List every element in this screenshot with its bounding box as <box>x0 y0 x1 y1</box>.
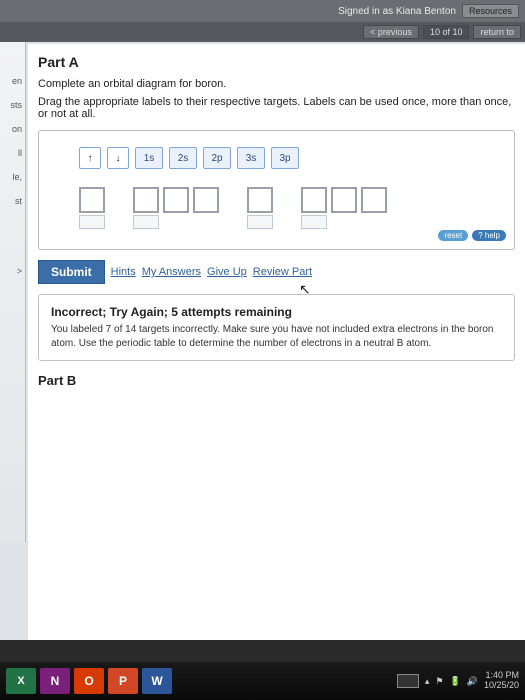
submit-button[interactable]: Submit <box>38 260 105 284</box>
label-2p[interactable]: 2p <box>203 147 231 169</box>
workarea-controls: reset ? help <box>438 230 506 241</box>
previous-button[interactable]: < previous <box>363 25 419 39</box>
orbital-sublabel-target[interactable] <box>247 215 273 229</box>
my-answers-link[interactable]: My Answers <box>142 266 201 278</box>
orbital-target[interactable] <box>193 187 219 213</box>
feedback-box: Incorrect; Try Again; 5 attempts remaini… <box>38 294 515 361</box>
crop-frag: sts <box>2 100 25 110</box>
label-3p[interactable]: 3p <box>271 147 299 169</box>
clock[interactable]: 1:40 PM 10/25/20 <box>484 671 519 691</box>
header-top: Signed in as Kiana Benton Resources <box>0 0 525 22</box>
orbital-sublabel-target[interactable] <box>79 215 105 229</box>
clock-date: 10/25/20 <box>484 681 519 691</box>
orbital-target[interactable] <box>133 187 159 213</box>
orbital-sublabel-target[interactable] <box>301 215 327 229</box>
part-a-title: Part A <box>38 54 515 70</box>
taskbar-onenote-icon[interactable]: N <box>40 668 70 694</box>
header-nav: < previous 10 of 10 return to <box>0 22 525 42</box>
crop-frag: on <box>2 124 25 134</box>
orbital-target[interactable] <box>79 187 105 213</box>
taskbar-powerpoint-icon[interactable]: P <box>108 668 138 694</box>
taskbar: X N O P W ▴ ⚑ 🔋 🔊 1:40 PM 10/25/20 <box>0 662 525 700</box>
label-2s[interactable]: 2s <box>169 147 197 169</box>
help-button[interactable]: ? help <box>472 230 506 241</box>
left-cropped-panel: en sts on ll le, st > <box>0 42 26 542</box>
label-3s[interactable]: 3s <box>237 147 265 169</box>
reset-button[interactable]: reset <box>438 230 468 241</box>
orbital-sublabel-target[interactable] <box>133 215 159 229</box>
orbital-target[interactable] <box>361 187 387 213</box>
orbital-target[interactable] <box>301 187 327 213</box>
label-up-arrow[interactable]: ↑ <box>79 147 101 169</box>
crop-frag: le, <box>2 172 25 182</box>
tray-chevron-icon[interactable]: ▴ <box>425 676 430 687</box>
orbital-diagram: ↖ <box>79 187 504 229</box>
signed-in-text: Signed in as Kiana Benton <box>338 6 456 17</box>
crop-frag: > <box>2 266 25 276</box>
taskbar-word-icon[interactable]: W <box>142 668 172 694</box>
label-down-arrow[interactable]: ↓ <box>107 147 129 169</box>
system-tray: ▴ ⚑ 🔋 🔊 1:40 PM 10/25/20 <box>397 671 519 691</box>
crop-frag: ll <box>2 148 25 158</box>
feedback-text: You labeled 7 of 14 targets incorrectly.… <box>51 323 502 350</box>
resources-button[interactable]: Resources <box>462 4 519 18</box>
give-up-link[interactable]: Give Up <box>207 266 247 278</box>
instruction-2: Drag the appropriate labels to their res… <box>38 96 515 120</box>
taskbar-excel-icon[interactable]: X <box>6 668 36 694</box>
crop-frag: en <box>2 76 25 86</box>
hints-link[interactable]: Hints <box>111 266 136 278</box>
review-part-link[interactable]: Review Part <box>253 266 312 278</box>
tray-volume-icon[interactable]: 🔊 <box>467 676 478 687</box>
orbital-target[interactable] <box>247 187 273 213</box>
part-b-title: Part B <box>38 373 515 388</box>
feedback-title: Incorrect; Try Again; 5 attempts remaini… <box>51 305 502 319</box>
action-row: Submit Hints My Answers Give Up Review P… <box>38 260 515 284</box>
taskbar-outlook-icon[interactable]: O <box>74 668 104 694</box>
label-palette: ↑ ↓ 1s 2s 2p 3s 3p <box>79 147 504 169</box>
work-area: ↑ ↓ 1s 2s 2p 3s 3p <box>38 130 515 250</box>
progress-indicator: 10 of 10 <box>423 25 470 39</box>
crop-frag: st <box>2 196 25 206</box>
content-area: Part A Complete an orbital diagram for b… <box>28 44 525 640</box>
label-1s[interactable]: 1s <box>135 147 163 169</box>
orbital-target[interactable] <box>331 187 357 213</box>
orbital-target[interactable] <box>163 187 189 213</box>
instruction-1: Complete an orbital diagram for boron. <box>38 78 515 90</box>
tray-flag-icon[interactable]: ⚑ <box>435 676 443 687</box>
keyboard-icon[interactable] <box>397 674 419 688</box>
tray-battery-icon[interactable]: 🔋 <box>450 676 461 687</box>
screen: Signed in as Kiana Benton Resources < pr… <box>0 0 525 640</box>
orbital-row-top <box>79 187 504 229</box>
return-button[interactable]: return to <box>473 25 521 39</box>
